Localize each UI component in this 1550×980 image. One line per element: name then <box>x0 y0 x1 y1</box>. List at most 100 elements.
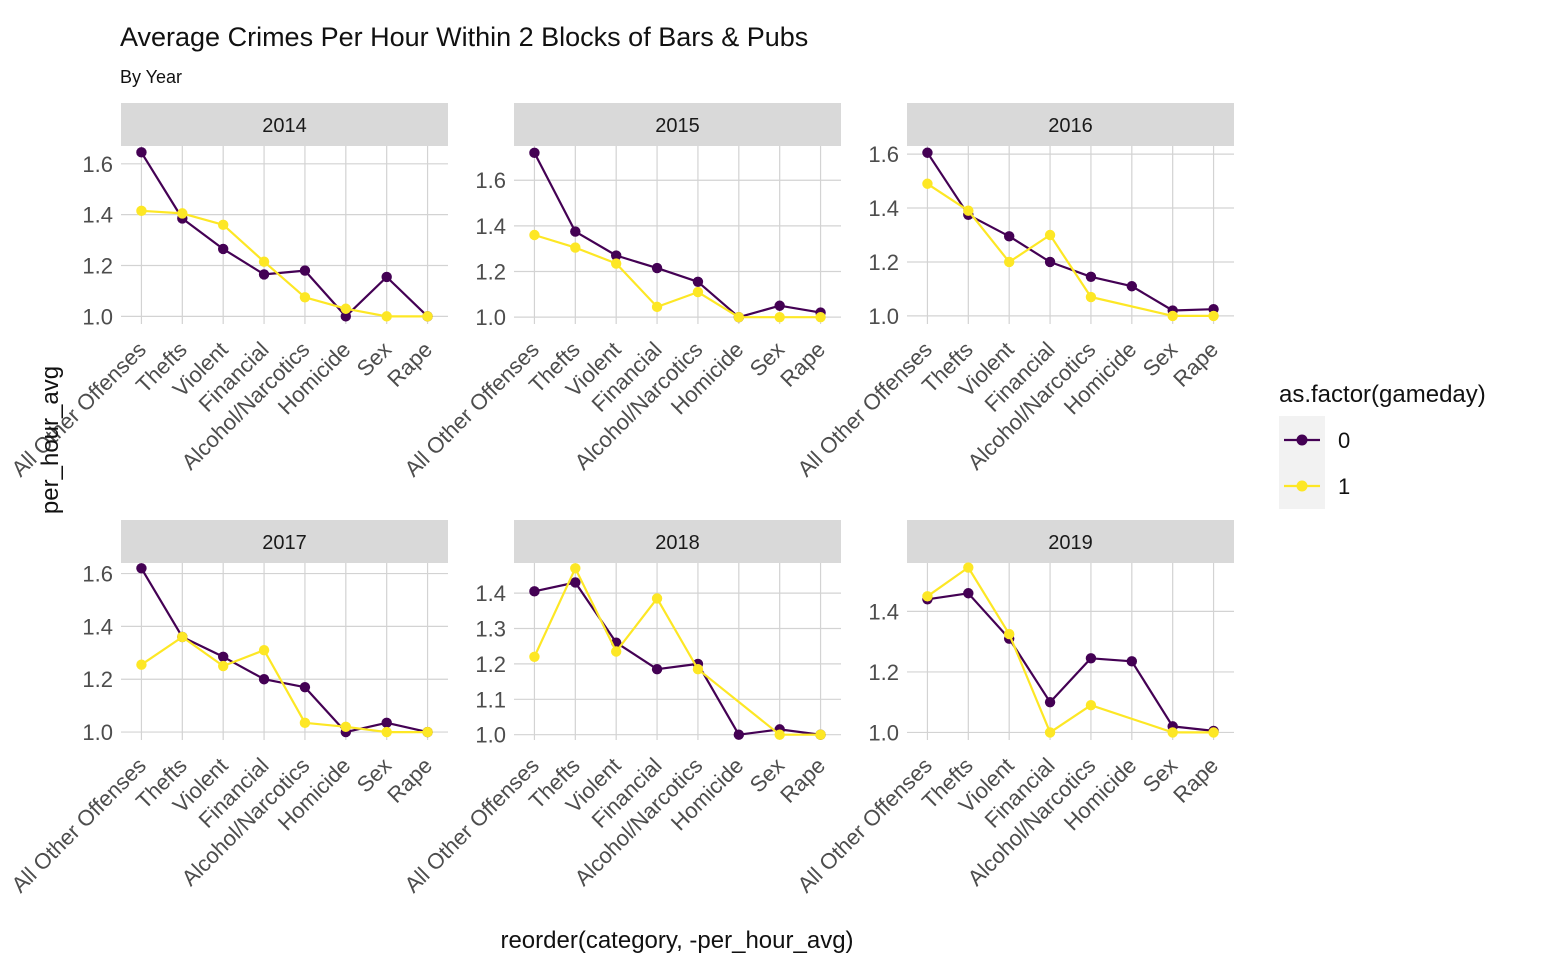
y-tick-label: 1.4 <box>475 214 506 239</box>
y-tick-label: 1.0 <box>475 305 506 330</box>
data-point-gameday-1 <box>1167 310 1178 322</box>
series-line-gameday-0 <box>534 581 821 736</box>
data-point-gameday-0 <box>258 269 270 280</box>
data-point-gameday-1 <box>692 664 704 675</box>
data-point-gameday-1 <box>1208 310 1219 322</box>
data-point-gameday-0 <box>1085 653 1097 664</box>
data-point-gameday-1 <box>217 660 229 672</box>
y-tick-label: 1.2 <box>868 250 899 275</box>
data-point-gameday-1 <box>774 311 785 323</box>
series-line-gameday-0 <box>927 592 1214 732</box>
y-tick-label: 1.1 <box>475 687 506 712</box>
data-point-gameday-1 <box>340 721 352 732</box>
facet-strip <box>514 520 841 563</box>
data-point-gameday-1 <box>299 717 311 729</box>
series-line-gameday-1 <box>141 209 428 318</box>
data-point-gameday-1 <box>340 303 352 314</box>
series-line-gameday-0 <box>140 567 428 734</box>
data-point-gameday-1 <box>1003 628 1015 640</box>
series-line-gameday-1 <box>534 233 821 319</box>
y-tick-label: 1.6 <box>868 142 899 167</box>
facet-strip-label: 2016 <box>1048 115 1093 137</box>
y-tick-label: 1.0 <box>868 304 899 329</box>
y-tick-label: 1.2 <box>868 660 899 685</box>
data-point-gameday-1 <box>610 258 622 269</box>
legend-key-point-1 <box>1296 480 1308 492</box>
data-point-gameday-1 <box>651 593 663 604</box>
legend-label-1: 1 <box>1338 474 1350 499</box>
legend-key-background <box>1279 416 1325 509</box>
series-line-gameday-1 <box>926 182 1214 317</box>
chart-subtitle: By Year <box>120 67 182 87</box>
facet-strip <box>514 103 841 146</box>
data-point-gameday-0 <box>1044 256 1056 268</box>
data-point-gameday-0 <box>1126 656 1138 667</box>
facet-strip <box>907 520 1234 563</box>
data-point-gameday-0 <box>217 243 229 255</box>
series-line-gameday-1 <box>140 635 428 734</box>
data-point-gameday-1 <box>570 242 581 253</box>
y-tick-label: 1.6 <box>82 152 113 177</box>
data-point-gameday-0 <box>651 262 663 274</box>
data-point-gameday-0 <box>381 717 392 729</box>
facet-strip <box>907 103 1234 146</box>
data-point-gameday-1 <box>922 591 933 602</box>
x-tick-label: Rape <box>775 753 830 808</box>
data-point-gameday-1 <box>299 292 311 303</box>
x-tick-label: All Other Offenses <box>6 753 150 897</box>
data-point-gameday-1 <box>422 311 433 322</box>
series-line-gameday-0 <box>140 151 429 318</box>
y-tick-label: 1.6 <box>82 562 113 587</box>
x-tick-label: Rape <box>1168 753 1223 808</box>
data-point-gameday-1 <box>815 729 826 740</box>
y-tick-label: 1.2 <box>475 260 506 285</box>
data-point-gameday-0 <box>570 226 581 237</box>
data-point-gameday-0 <box>136 563 147 574</box>
y-axis-title: per_hour_avg <box>37 366 64 514</box>
data-point-gameday-1 <box>570 563 581 574</box>
data-point-gameday-0 <box>963 588 974 599</box>
legend: as.factor(gameday) 01 <box>1279 381 1486 509</box>
data-point-gameday-1 <box>1208 727 1219 738</box>
y-tick-label: 1.0 <box>475 723 506 748</box>
data-point-gameday-1 <box>1044 727 1056 738</box>
data-point-gameday-1 <box>963 562 974 573</box>
data-point-gameday-0 <box>136 147 147 158</box>
data-point-gameday-1 <box>258 256 270 267</box>
facet-strip <box>121 520 448 563</box>
facet-strip-label: 2014 <box>262 115 307 137</box>
data-point-gameday-1 <box>422 726 433 738</box>
y-tick-label: 1.6 <box>475 168 506 193</box>
data-point-gameday-0 <box>529 147 540 159</box>
y-tick-label: 1.3 <box>475 616 506 641</box>
data-point-gameday-0 <box>217 651 229 662</box>
y-tick-label: 1.0 <box>868 720 899 745</box>
data-point-gameday-1 <box>963 205 974 216</box>
data-point-gameday-1 <box>217 219 229 231</box>
facet-strip-label: 2017 <box>262 532 307 554</box>
y-tick-label: 1.2 <box>82 254 113 279</box>
data-point-gameday-1 <box>1085 700 1097 711</box>
series-line-gameday-0 <box>533 152 821 319</box>
x-tick-label: Rape <box>775 337 830 392</box>
series-line-gameday-0 <box>926 152 1214 312</box>
data-point-gameday-0 <box>529 586 540 597</box>
data-point-gameday-1 <box>922 178 933 189</box>
data-point-gameday-0 <box>922 147 933 158</box>
x-tick-label: Rape <box>382 337 437 392</box>
data-point-gameday-1 <box>815 311 826 323</box>
y-tick-label: 1.4 <box>868 599 899 624</box>
y-tick-label: 1.4 <box>475 581 506 606</box>
data-point-gameday-1 <box>381 311 392 322</box>
y-tick-label: 1.2 <box>475 652 506 677</box>
data-point-gameday-0 <box>1126 281 1138 292</box>
data-point-gameday-0 <box>381 271 392 283</box>
y-tick-label: 1.0 <box>82 304 113 329</box>
